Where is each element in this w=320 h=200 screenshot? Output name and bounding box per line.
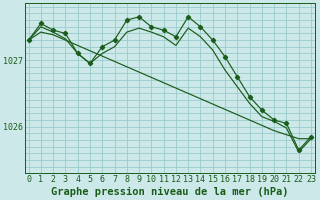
X-axis label: Graphe pression niveau de la mer (hPa): Graphe pression niveau de la mer (hPa) xyxy=(51,186,289,197)
